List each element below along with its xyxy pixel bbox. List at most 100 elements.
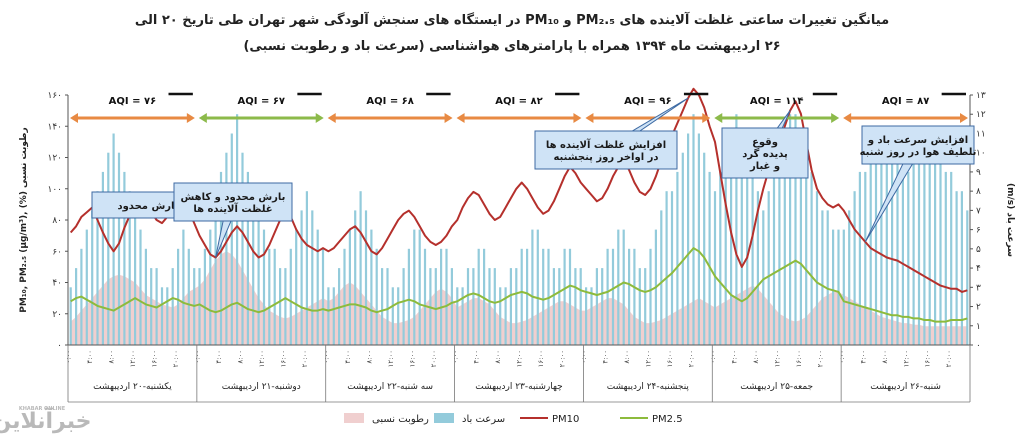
wind-bar [558, 268, 561, 345]
wind-bar [676, 171, 679, 345]
wind-bar [633, 248, 636, 345]
annotation-text: افزایش سرعت باد و [867, 135, 968, 146]
wind-bar [789, 114, 792, 345]
wind-bar [85, 229, 88, 345]
wind-bar [477, 248, 480, 345]
day-label: دوشنبه-۲۱ اردیبهشت [222, 382, 301, 392]
wind-bar [381, 268, 384, 345]
wind-bar [552, 268, 555, 345]
aqi-arrowhead-left [585, 113, 594, 123]
wind-bar [735, 114, 738, 345]
wind-bar [305, 191, 308, 345]
day-label: پنجشنبه-۲۴ اردیبهشت [607, 382, 690, 392]
wind-bar [794, 114, 797, 345]
hour-tick-label: ۴:۰۰ [86, 350, 94, 364]
legend-swatch [434, 413, 454, 423]
wind-bar [483, 248, 486, 345]
khabaronline-logo: خبرآنلاین KHABAR ONLINE [0, 406, 92, 434]
hour-tick-label: ۸:۰۰ [752, 350, 760, 364]
wind-bar [606, 248, 609, 345]
wind-bar [891, 152, 894, 345]
wind-bar [166, 287, 169, 345]
wind-bar [177, 248, 180, 345]
aqi-label: AQI = ۶۸ [366, 96, 414, 107]
annotation-text: وقوع [752, 137, 778, 148]
wind-bar [187, 248, 190, 345]
day-label: چهارشنبه-۲۳ اردیبهشت [475, 382, 562, 392]
wind-bar [198, 268, 201, 345]
wind-bar [332, 287, 335, 345]
wind-bar [284, 268, 287, 345]
wind-bar [756, 191, 759, 345]
hour-tick-label: ۴:۰۰ [215, 350, 223, 364]
annotation-box [721, 127, 809, 179]
wind-bar [585, 287, 588, 345]
right-axis-title: (m/s) سرعت باد [1005, 183, 1015, 257]
wind-bar [241, 152, 244, 345]
hour-tick-label: ۸:۰۰ [365, 350, 373, 364]
hour-tick-label: ۱۶:۰۰ [795, 350, 803, 367]
annotation-text: غلظت آلاینده ها [193, 202, 272, 215]
wind-bar [117, 152, 121, 345]
right-tick-label: ۰ [976, 341, 981, 351]
wind-bar [821, 210, 824, 345]
annotation-text: افزایش غلظت آلاینده ها [546, 138, 666, 151]
wind-bar [719, 171, 722, 345]
left-tick-label: ۱۰۰ [47, 185, 62, 195]
aqi-arrowhead-left [456, 113, 465, 123]
annotation-text: بارش محدود [117, 201, 178, 212]
wind-bar [456, 287, 459, 345]
hour-tick-label: ۸:۰۰ [494, 350, 502, 364]
wind-bar [354, 210, 357, 345]
aqi-label: AQI = ۹۶ [624, 96, 672, 107]
wind-bar [568, 248, 572, 345]
right-tick-label: ۲ [976, 303, 981, 313]
wind-bar [767, 191, 770, 345]
left-tick-label: ۸۰ [52, 216, 62, 226]
wind-bar [499, 287, 502, 345]
wind-bar [493, 268, 496, 345]
wind-bar [628, 248, 631, 345]
wind-bar [832, 229, 835, 345]
legend-swatch [344, 413, 364, 423]
wind-bar [423, 248, 427, 345]
pm10-line [69, 87, 968, 293]
right-tick-label: ۱۲ [976, 110, 986, 120]
annotation-text: تلطیف هوا در روز شنبه [860, 147, 977, 158]
wind-bar [311, 210, 314, 345]
pm25-line [70, 247, 968, 323]
hour-tick-label: ۱۲:۰۰ [773, 350, 781, 367]
hour-tick-label: ۱۲:۰۰ [387, 350, 395, 367]
wind-bar [547, 248, 550, 345]
hour-tick-label: ۱۶:۰۰ [408, 350, 416, 367]
annotation-box [534, 130, 678, 170]
wind-bar [917, 152, 921, 345]
wind-bar [75, 268, 78, 345]
logo-text: خبرآنلاین [0, 406, 92, 434]
wind-bar [762, 210, 765, 345]
hour-tick-label: ۴:۰۰ [730, 350, 738, 364]
wind-bar [520, 248, 523, 345]
hour-tick-label: ۱۲:۰۰ [516, 350, 524, 367]
wind-bar [348, 229, 351, 345]
wind-bar [236, 114, 239, 345]
wind-bar [450, 268, 453, 345]
wind-bar [359, 191, 362, 345]
right-tick-label: ۹ [976, 168, 981, 178]
aqi-arrowhead-left [70, 113, 78, 123]
wind-bar [799, 133, 802, 345]
legend-label: سرعت باد [462, 414, 505, 425]
wind-bar [810, 171, 813, 345]
left-tick-label: ۱۴۰ [47, 122, 62, 132]
wind-bar [622, 229, 625, 345]
hour-tick-label: ۱۲:۰۰ [902, 350, 910, 367]
right-tick-label: ۱۱ [976, 129, 986, 139]
wind-bar [321, 248, 325, 345]
humidity-area [70, 251, 968, 345]
annotation-text: بارش محدود و کاهش [181, 192, 286, 203]
hour-tick-label: ۱۲:۰۰ [645, 350, 653, 367]
wind-bar [327, 287, 330, 345]
aqi-arrowhead-left [327, 113, 336, 123]
legend-item-pm25: PM2.5 [620, 414, 683, 425]
aqi-arrowhead-left [198, 113, 207, 123]
